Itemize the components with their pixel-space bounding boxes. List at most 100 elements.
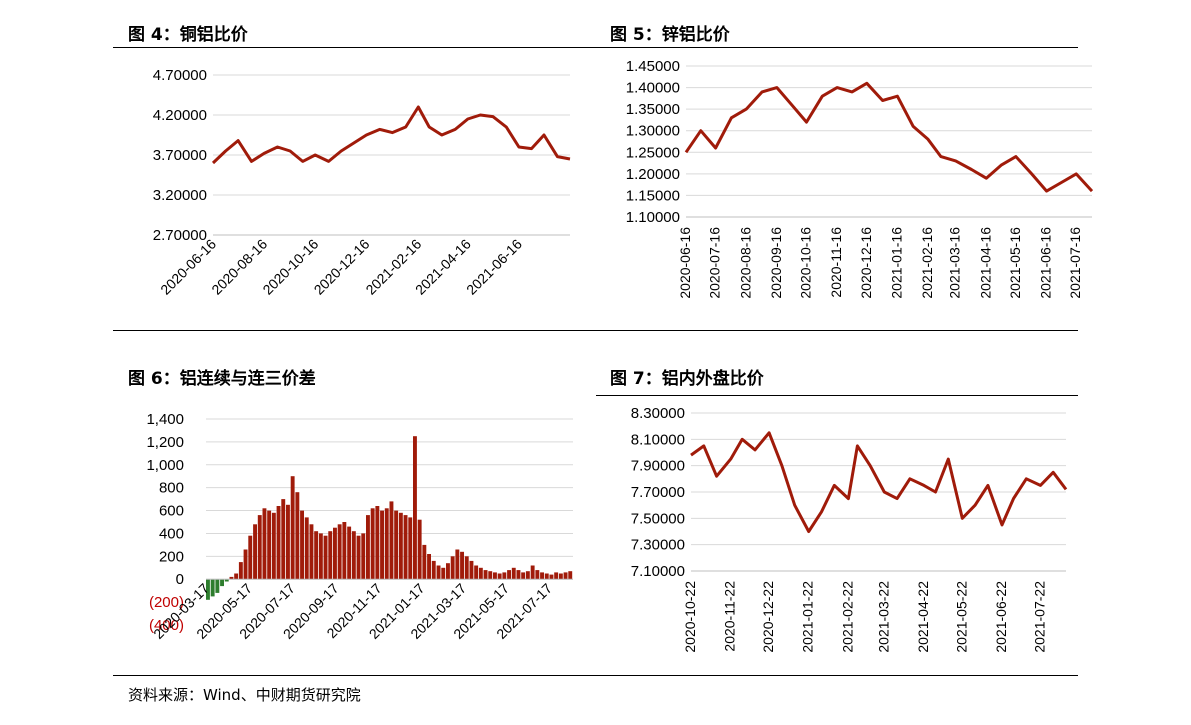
- bar: [502, 572, 507, 580]
- y-tick-label: 2.70000: [153, 227, 207, 244]
- x-tick-label: 2020-12-16: [858, 227, 874, 299]
- y-tick-label: 4.70000: [153, 67, 207, 84]
- fig4-chart: 4.700004.200003.700003.200002.700002020-…: [153, 67, 571, 298]
- fig7-title-rule: [596, 395, 1078, 396]
- bar: [417, 519, 422, 580]
- bar: [483, 570, 488, 580]
- y-tick-label: 7.90000: [631, 458, 685, 475]
- bar: [318, 533, 323, 580]
- x-tick-label: 2020-10-22: [682, 581, 698, 653]
- fig5-title: 图 5：锌铝比价: [610, 25, 730, 45]
- bar: [295, 492, 300, 580]
- bar: [234, 573, 239, 580]
- bar: [215, 579, 220, 593]
- bar: [450, 556, 455, 580]
- bottom-rule: [113, 675, 1078, 676]
- x-tick-label: 2021-02-16: [919, 227, 935, 299]
- bar: [446, 563, 450, 580]
- bar: [544, 573, 549, 580]
- y-tick-label: 7.70000: [631, 484, 685, 501]
- y-tick-label: (400): [149, 617, 184, 634]
- bar: [431, 560, 436, 580]
- bar: [347, 526, 352, 580]
- y-tick-label: 3.20000: [153, 187, 207, 204]
- bar: [441, 567, 446, 580]
- bar: [427, 554, 431, 580]
- bar: [370, 508, 375, 580]
- bar: [361, 533, 366, 580]
- bar: [413, 436, 417, 580]
- bar: [394, 510, 399, 580]
- bar: [290, 476, 295, 580]
- y-tick-label: 1.10000: [626, 209, 680, 226]
- y-tick-label: 1.40000: [626, 80, 680, 97]
- x-tick-label: 2021-06-22: [993, 581, 1009, 653]
- fig7-chart: 8.30000 8.10000 7.90000 7.70000 7.50000 7.300…: [631, 405, 1068, 653]
- bar: [540, 572, 544, 580]
- x-tick-label: 2021-05-22: [953, 581, 969, 653]
- x-tick-label: 2021-03-22: [875, 581, 891, 653]
- y-tick-label: 1,000: [146, 457, 184, 474]
- x-tick-label: 2021-04-16: [977, 227, 993, 299]
- bar: [281, 499, 286, 580]
- y-tick-label: 0: [176, 571, 184, 588]
- bar: [422, 544, 427, 580]
- bar: [521, 572, 526, 580]
- y-tick-label: 1.30000: [626, 123, 680, 140]
- y-tick-label: 1.25000: [626, 144, 680, 161]
- bar: [398, 512, 403, 580]
- bar: [210, 579, 215, 597]
- bar: [238, 562, 243, 580]
- bar: [408, 517, 413, 580]
- bar: [389, 501, 394, 580]
- bar: [460, 551, 464, 580]
- bar: [455, 549, 460, 580]
- bar: [474, 565, 479, 580]
- top-rule: [113, 47, 1078, 48]
- y-tick-label: 200: [159, 548, 184, 565]
- y-tick-label: 8.30000: [631, 405, 685, 422]
- series-line: [684, 81, 1094, 193]
- bar: [558, 573, 563, 580]
- y-tick-label: 1.45000: [626, 58, 680, 75]
- bar: [464, 556, 469, 580]
- y-tick-label: 600: [159, 503, 184, 520]
- source-note: 资料来源：Wind、中财期货研究院: [128, 686, 361, 704]
- series-line: [690, 431, 1068, 533]
- bar: [375, 506, 380, 580]
- bar: [262, 508, 267, 580]
- x-tick-label: 2021-07-16: [1067, 227, 1083, 299]
- bar: [563, 572, 568, 580]
- x-tick-label: 2020-10-16: [798, 227, 814, 299]
- middle-rule: [113, 330, 1078, 331]
- bar: [267, 510, 272, 580]
- bar: [229, 576, 234, 580]
- bar: [525, 571, 530, 580]
- y-tick-label: 7.10000: [631, 563, 685, 580]
- bar: [549, 574, 554, 580]
- y-tick-label: 7.30000: [631, 537, 685, 554]
- bar: [507, 570, 511, 580]
- x-tick-label: 2020-12-22: [760, 581, 776, 653]
- x-tick-label: 2021-04-22: [915, 581, 931, 653]
- x-tick-label: 2021-05-16: [1007, 227, 1023, 299]
- bar: [333, 527, 337, 580]
- bar: [488, 571, 493, 580]
- bar: [253, 524, 257, 580]
- x-tick-label: 2021-01-16: [888, 227, 904, 299]
- x-tick-label: 2021-06-16: [1038, 227, 1054, 299]
- bar: [342, 522, 347, 580]
- bar: [286, 504, 290, 580]
- y-tick-label: 1,200: [146, 434, 184, 451]
- bar: [469, 560, 474, 580]
- bar: [304, 517, 309, 580]
- bar: [257, 515, 262, 580]
- bar: [366, 515, 370, 580]
- bar: [206, 579, 210, 600]
- bar: [511, 567, 516, 580]
- bar: [309, 524, 314, 580]
- bar: [314, 531, 319, 580]
- bar: [337, 524, 342, 580]
- x-tick-label: 2021-01-22: [800, 581, 816, 653]
- x-tick-label: 2021-07-22: [1031, 581, 1047, 653]
